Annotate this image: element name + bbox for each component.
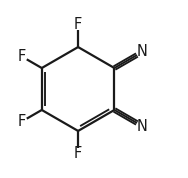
Text: F: F (74, 146, 82, 161)
Text: N: N (137, 119, 148, 134)
Text: F: F (74, 17, 82, 32)
Text: F: F (18, 49, 26, 64)
Text: N: N (137, 44, 148, 59)
Text: F: F (18, 114, 26, 129)
